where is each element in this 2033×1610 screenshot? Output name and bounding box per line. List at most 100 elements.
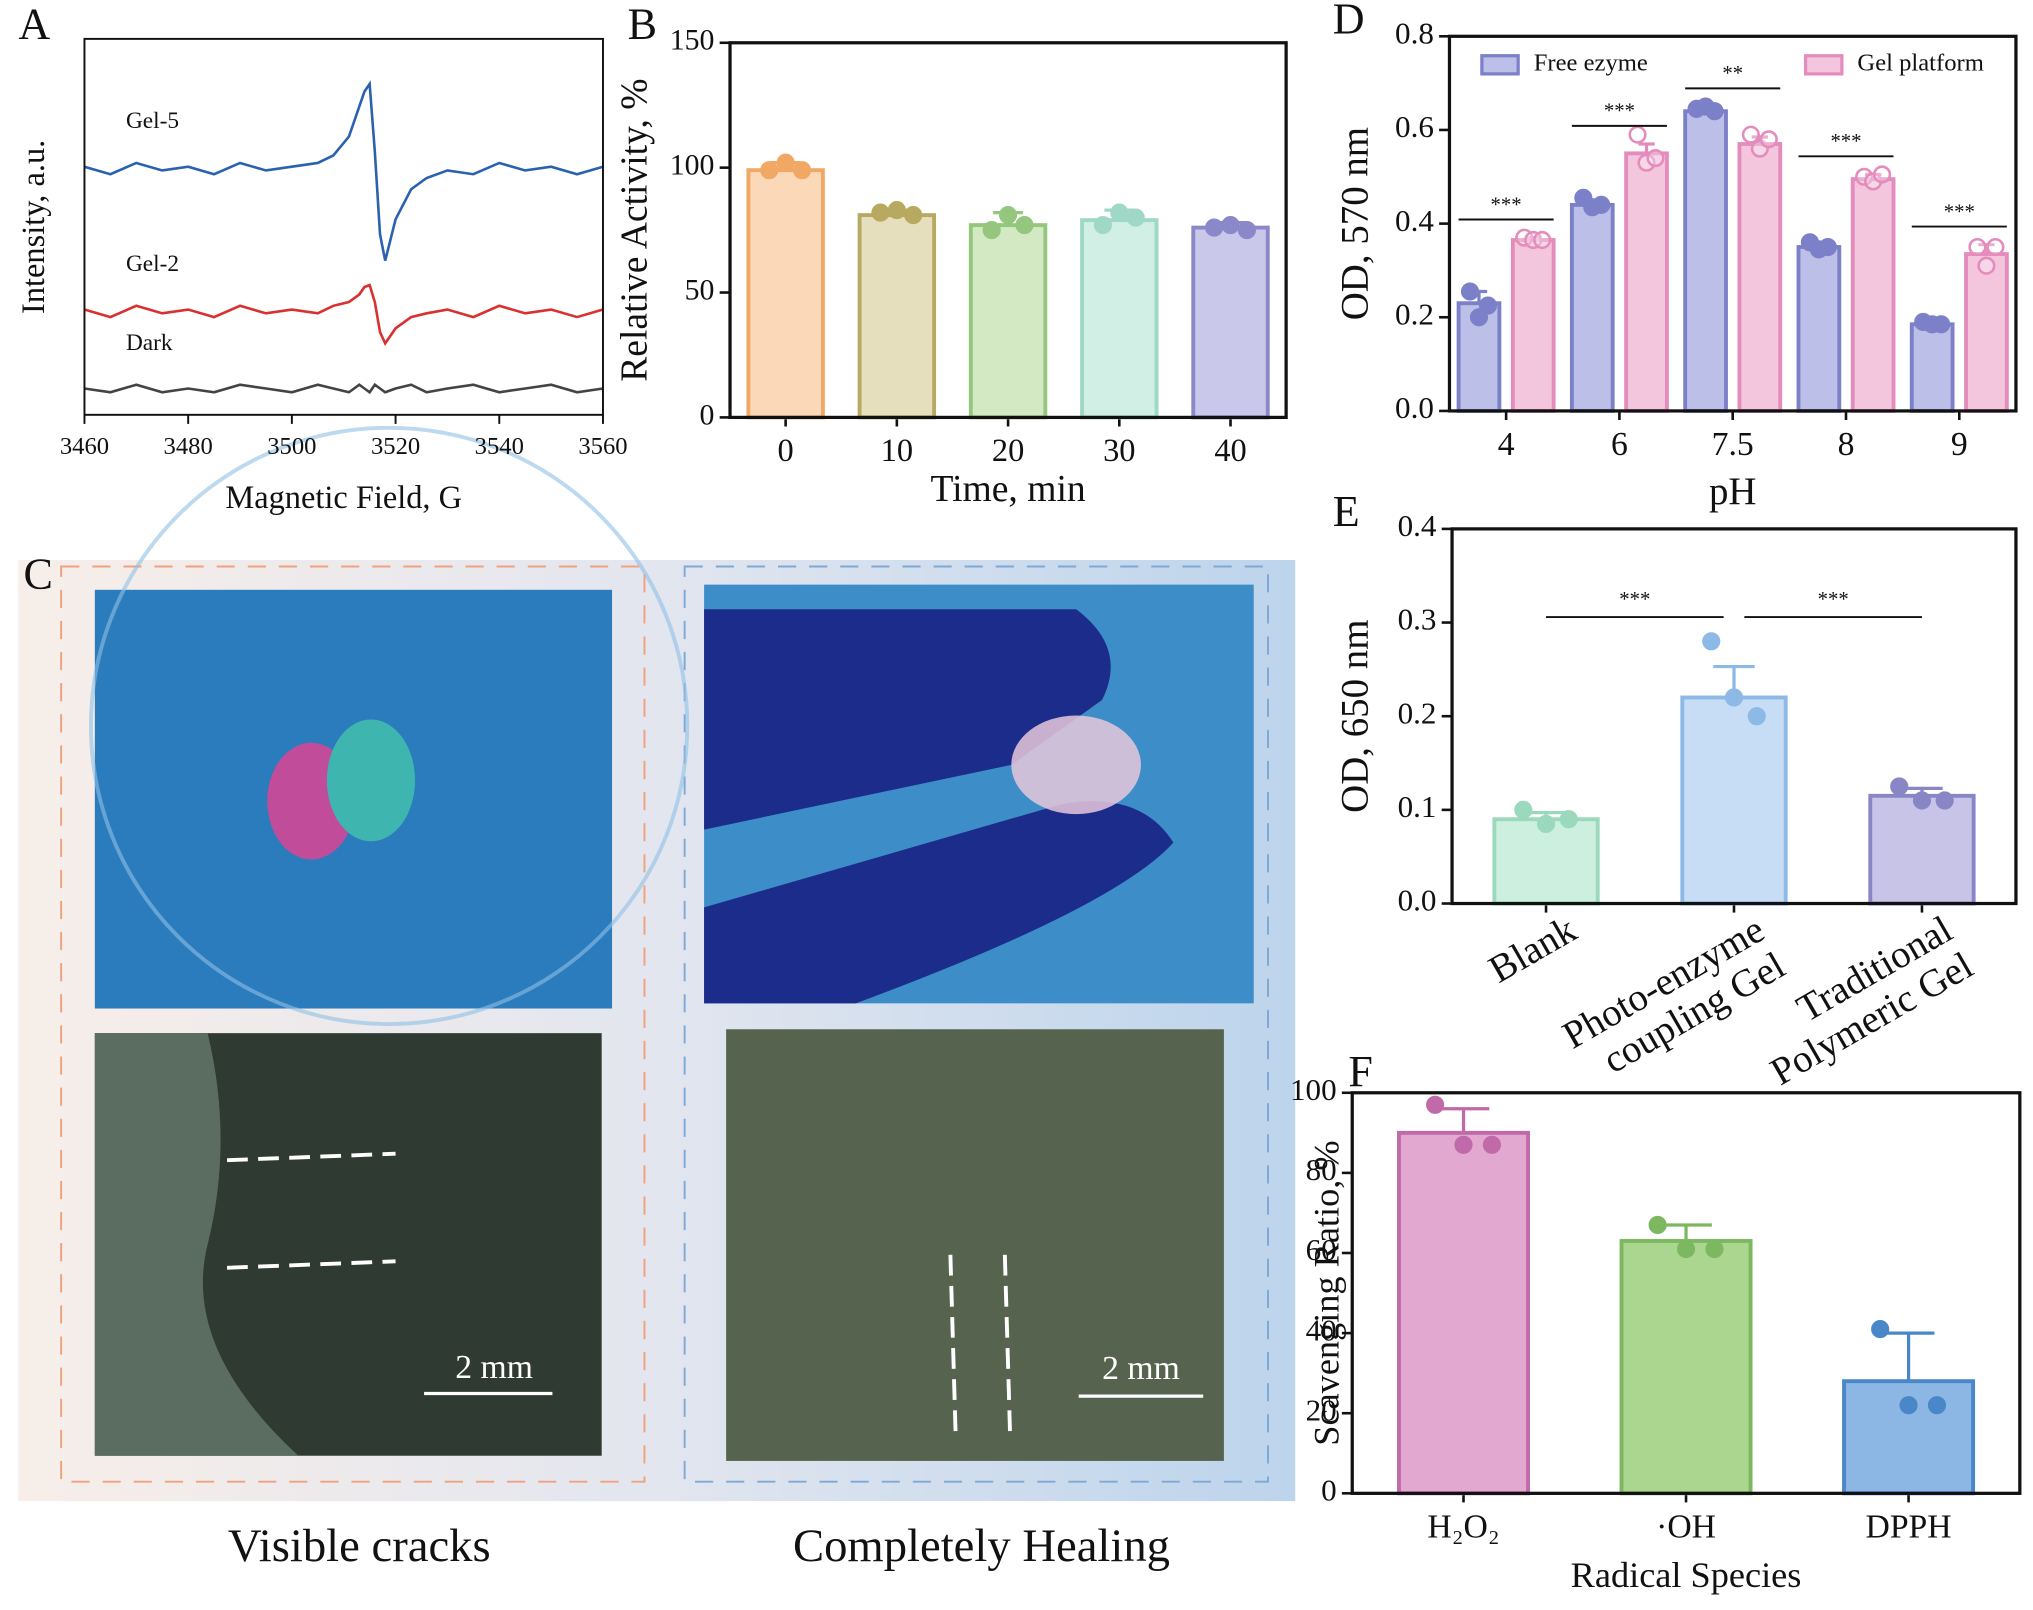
y-tick-label: 0.0 xyxy=(1395,390,1434,425)
x-tick-label: H₂O₂ xyxy=(1427,1508,1499,1545)
series-label: Dark xyxy=(126,330,173,356)
y-tick-label: 0.0 xyxy=(1398,883,1437,918)
chart-panel: B Relative Activity, % Time, min 0 50 100 150 0… xyxy=(615,0,1288,510)
y-tick-label: 0.2 xyxy=(1395,296,1434,331)
data-point xyxy=(1705,1239,1724,1259)
x-tick-label: 3520 xyxy=(371,433,420,460)
data-point xyxy=(1460,282,1480,301)
panel-letter: D xyxy=(1333,0,1365,43)
data-point xyxy=(1968,237,1987,257)
data-point xyxy=(776,153,795,172)
data-point xyxy=(1592,195,1611,214)
data-point xyxy=(760,161,779,180)
data-point xyxy=(1676,1239,1696,1259)
data-point xyxy=(1977,256,1996,275)
data-point xyxy=(1205,218,1224,237)
photo-panel: C 2 mm 2 mm Visible cracks Completely He… xyxy=(18,425,1296,1572)
data-point xyxy=(1637,153,1656,172)
legend-swatch xyxy=(1480,54,1520,76)
panel-letter: C xyxy=(24,549,53,598)
significance-label: *** xyxy=(1818,589,1849,611)
data-point xyxy=(887,201,906,220)
y-axis-label: Scavenging Ratio, % xyxy=(1307,1140,1347,1445)
data-point xyxy=(1426,1095,1445,1114)
data-point xyxy=(1533,230,1552,250)
data-point xyxy=(1724,688,1744,707)
y-tick-label: 0 xyxy=(1321,1472,1337,1507)
micrograph xyxy=(726,1029,1224,1461)
x-axis-label: Magnetic Field, G xyxy=(225,480,462,516)
x-tick-label: TraditionalPolymeric Gel xyxy=(1743,908,1981,1094)
bar xyxy=(1683,109,1728,413)
panel-letter: E xyxy=(1333,487,1360,536)
y-tick-label: 50 xyxy=(685,273,715,306)
x-tick-label: DPPH xyxy=(1865,1508,1951,1545)
x-tick-label: Photo-enzymecoupling Gel xyxy=(1556,908,1793,1094)
bar xyxy=(968,223,1048,420)
plot-frame xyxy=(1450,527,2018,906)
significance-label: ** xyxy=(1722,63,1743,85)
legend-label: Gel platform xyxy=(1857,49,1983,76)
data-point xyxy=(1536,814,1556,833)
spectrum-line xyxy=(84,382,604,395)
x-tick-label: 9 xyxy=(1951,426,1968,463)
x-axis-label: pH xyxy=(1709,470,1757,513)
data-point xyxy=(1628,125,1647,144)
data-point xyxy=(1469,308,1489,327)
bar xyxy=(857,213,937,420)
glove xyxy=(704,801,1174,1004)
y-tick-label: 0 xyxy=(700,398,715,431)
y-tick-label: 0.4 xyxy=(1395,203,1434,238)
y-tick-label: 0.1 xyxy=(1398,789,1437,824)
y-axis-label: OD, 570 nm xyxy=(1334,127,1377,320)
y-axis-label: Relative Activity, % xyxy=(615,78,656,381)
data-point xyxy=(1221,216,1240,235)
data-point xyxy=(1747,707,1766,726)
y-tick-label: 0.4 xyxy=(1398,508,1437,543)
spectrum-line xyxy=(84,283,604,347)
plot-frame xyxy=(728,41,1288,420)
y-tick-label: 60 xyxy=(1306,1232,1337,1267)
data-point xyxy=(871,203,890,222)
error-bar xyxy=(1437,1107,1490,1133)
bar xyxy=(1492,817,1600,906)
bar xyxy=(1680,695,1788,906)
bar xyxy=(1850,177,1896,413)
background-region xyxy=(94,1033,299,1456)
panel-letter: A xyxy=(18,0,50,49)
panel-letter: B xyxy=(628,0,657,49)
x-tick-label: 0 xyxy=(778,433,794,469)
dashed-frame xyxy=(60,565,646,1483)
y-tick-label: 0.6 xyxy=(1395,109,1434,144)
data-point xyxy=(1741,125,1760,144)
x-tick-label: 3500 xyxy=(267,433,316,460)
significance-label: *** xyxy=(1604,101,1635,123)
x-tick-label: 40 xyxy=(1214,433,1246,469)
data-point xyxy=(1927,1396,1947,1415)
x-tick-label: 10 xyxy=(881,433,913,469)
glove xyxy=(704,609,1111,830)
x-axis-label: Radical Species xyxy=(1571,1555,1802,1595)
gel-piece xyxy=(1011,715,1141,815)
data-point xyxy=(1559,810,1578,829)
data-point xyxy=(1514,800,1533,819)
data-point xyxy=(1093,216,1112,235)
data-point xyxy=(1705,102,1724,121)
dashed-marker xyxy=(226,1259,396,1270)
bar xyxy=(1964,252,2009,413)
series-label: Gel-2 xyxy=(126,251,179,277)
panel-letter: F xyxy=(1348,1047,1373,1096)
data-point xyxy=(1648,1215,1667,1235)
y-axis-label: OD, 650 nm xyxy=(1334,620,1377,813)
chart-panel: E OD, 650 nm 0.0 0.1 0.2 0.3 0.4 BlankPhoto-enz… xyxy=(1333,487,2018,1094)
y-tick-label: 40 xyxy=(1306,1312,1337,1347)
y-tick-label: 0.2 xyxy=(1398,695,1437,730)
x-tick-label: Blank xyxy=(1482,907,1584,991)
bar xyxy=(1868,793,1976,906)
x-tick-label: 4 xyxy=(1498,426,1515,463)
error-bar xyxy=(1638,142,1655,154)
significance-label: *** xyxy=(1944,201,1975,223)
legend-label: Free ezyme xyxy=(1534,49,1648,76)
y-tick-label: 0.3 xyxy=(1398,602,1437,637)
data-point xyxy=(1855,167,1874,186)
